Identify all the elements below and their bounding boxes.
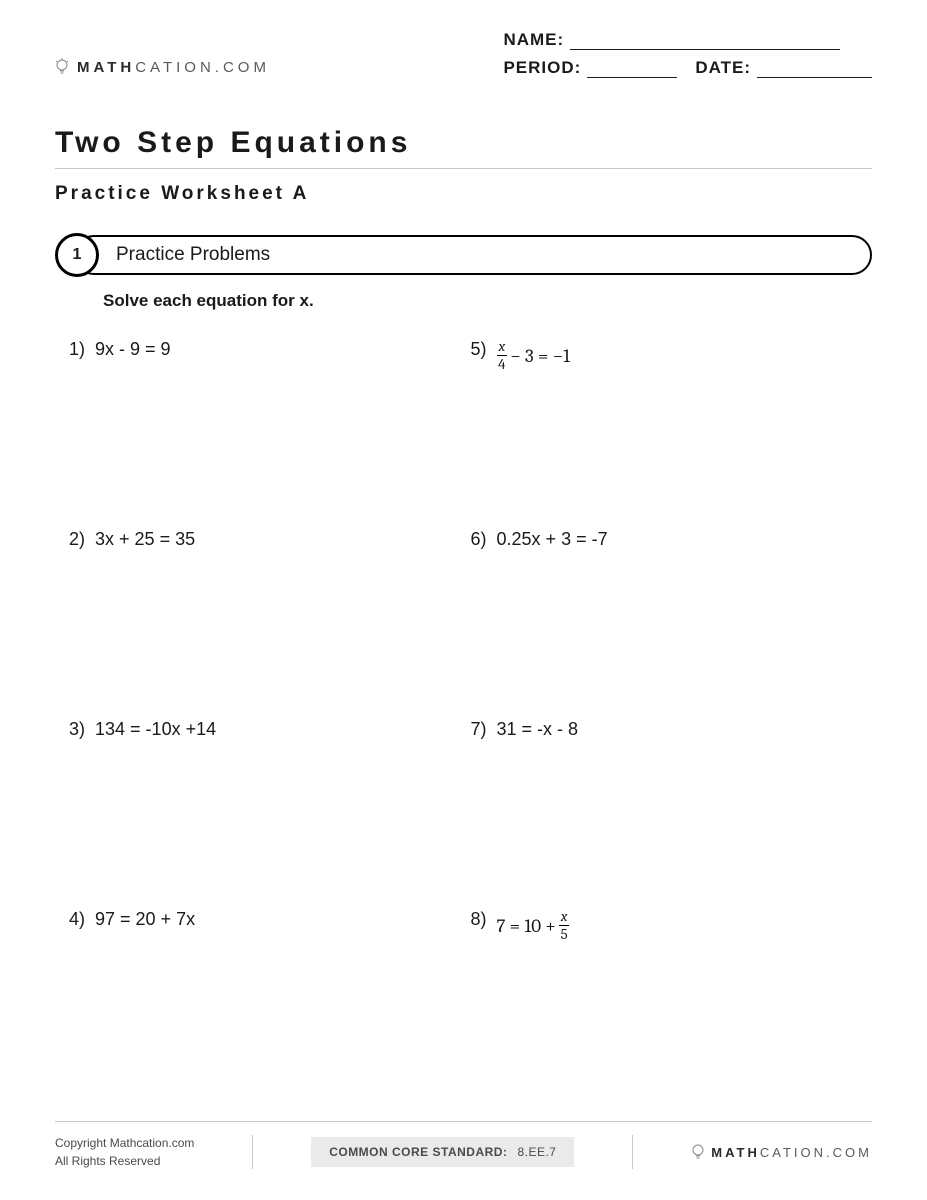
- problem-number: 2): [69, 529, 85, 550]
- section-header: 1 Practice Problems: [55, 233, 872, 277]
- footer-divider: [632, 1135, 633, 1169]
- fraction: x 4: [497, 339, 508, 372]
- fraction-denominator: 5: [561, 926, 568, 942]
- brand-logo: MATHCATION.COM: [55, 58, 270, 76]
- brand-text: MATHCATION.COM: [77, 59, 270, 76]
- footer-brand: MATHCATION.COM: [691, 1143, 872, 1161]
- footer-divider: [252, 1135, 253, 1169]
- fraction: x 5: [559, 909, 570, 942]
- worksheet-title: Two Step Equations: [55, 126, 872, 160]
- problem-3: 3) 134 = -10x +14: [69, 719, 471, 909]
- problem-equation: 97 = 20 + 7x: [95, 909, 195, 930]
- period-blank-line[interactable]: [587, 60, 677, 78]
- problem-5: 5) x 4 − 3 = −1: [471, 339, 873, 529]
- fraction-numerator: x: [559, 909, 570, 926]
- problem-equation: x 4 − 3 = −1: [497, 339, 570, 372]
- equation-rest: − 3 = −1: [510, 345, 570, 367]
- footer: Copyright Mathcation.com All Rights Rese…: [55, 1121, 872, 1170]
- problem-equation: 134 = -10x +14: [95, 719, 216, 740]
- name-field-row: NAME:: [503, 30, 872, 50]
- equation-pre: 7 = 10 +: [497, 915, 556, 937]
- problem-2: 2) 3x + 25 = 35: [69, 529, 471, 719]
- problem-number: 7): [471, 719, 487, 740]
- name-label: NAME:: [503, 30, 564, 50]
- problem-1: 1) 9x - 9 = 9: [69, 339, 471, 529]
- fraction-numerator: x: [497, 339, 508, 356]
- ccs-value: 8.EE.7: [517, 1145, 556, 1159]
- problem-number: 8): [471, 909, 487, 930]
- footer-row: Copyright Mathcation.com All Rights Rese…: [55, 1134, 872, 1170]
- problem-equation: 31 = -x - 8: [497, 719, 579, 740]
- common-core-badge: COMMON CORE STANDARD: 8.EE.7: [311, 1137, 574, 1167]
- copyright-line1: Copyright Mathcation.com: [55, 1134, 194, 1152]
- problem-4: 4) 97 = 20 + 7x: [69, 909, 471, 1099]
- period-date-row: PERIOD: DATE:: [503, 58, 872, 78]
- problem-equation: 9x - 9 = 9: [95, 339, 171, 360]
- lightbulb-icon: [691, 1143, 705, 1161]
- problem-7: 7) 31 = -x - 8: [471, 719, 873, 909]
- period-label: PERIOD:: [503, 58, 581, 78]
- section-label: Practice Problems: [116, 244, 270, 266]
- problem-number: 4): [69, 909, 85, 930]
- section-number: 1: [73, 246, 82, 264]
- problem-number: 1): [69, 339, 85, 360]
- title-rule: [55, 168, 872, 169]
- date-label: DATE:: [695, 58, 751, 78]
- problem-number: 3): [69, 719, 85, 740]
- problem-equation: 7 = 10 + x 5: [497, 909, 570, 942]
- problem-number: 5): [471, 339, 487, 360]
- date-blank-line[interactable]: [757, 60, 872, 78]
- footer-brand-text: MATHCATION.COM: [711, 1145, 872, 1160]
- worksheet-subtitle: Practice Worksheet A: [55, 183, 872, 205]
- lightbulb-icon: [55, 58, 69, 76]
- copyright-block: Copyright Mathcation.com All Rights Rese…: [55, 1134, 194, 1170]
- problem-equation: 0.25x + 3 = -7: [497, 529, 608, 550]
- header-row: MATHCATION.COM NAME: PERIOD: DATE:: [55, 30, 872, 86]
- problem-number: 6): [471, 529, 487, 550]
- problems-grid: 1) 9x - 9 = 9 5) x 4 − 3 = −1 2) 3x + 25…: [69, 339, 872, 1099]
- copyright-line2: All Rights Reserved: [55, 1152, 194, 1170]
- problem-6: 6) 0.25x + 3 = -7: [471, 529, 873, 719]
- footer-rule: [55, 1121, 872, 1122]
- section-instruction: Solve each equation for x.: [103, 291, 872, 311]
- ccs-label: COMMON CORE STANDARD:: [329, 1145, 507, 1159]
- brand-thin: CATION.COM: [135, 59, 270, 76]
- brand-bold: MATH: [77, 59, 135, 76]
- section-number-circle: 1: [55, 233, 99, 277]
- name-blank-line[interactable]: [570, 32, 840, 50]
- brand-thin: CATION.COM: [760, 1145, 872, 1160]
- problem-equation: 3x + 25 = 35: [95, 529, 195, 550]
- section-label-pill: Practice Problems: [74, 235, 872, 275]
- student-fields: NAME: PERIOD: DATE:: [503, 30, 872, 86]
- fraction-denominator: 4: [498, 356, 505, 372]
- brand-bold: MATH: [711, 1145, 760, 1160]
- problem-8: 8) 7 = 10 + x 5: [471, 909, 873, 1099]
